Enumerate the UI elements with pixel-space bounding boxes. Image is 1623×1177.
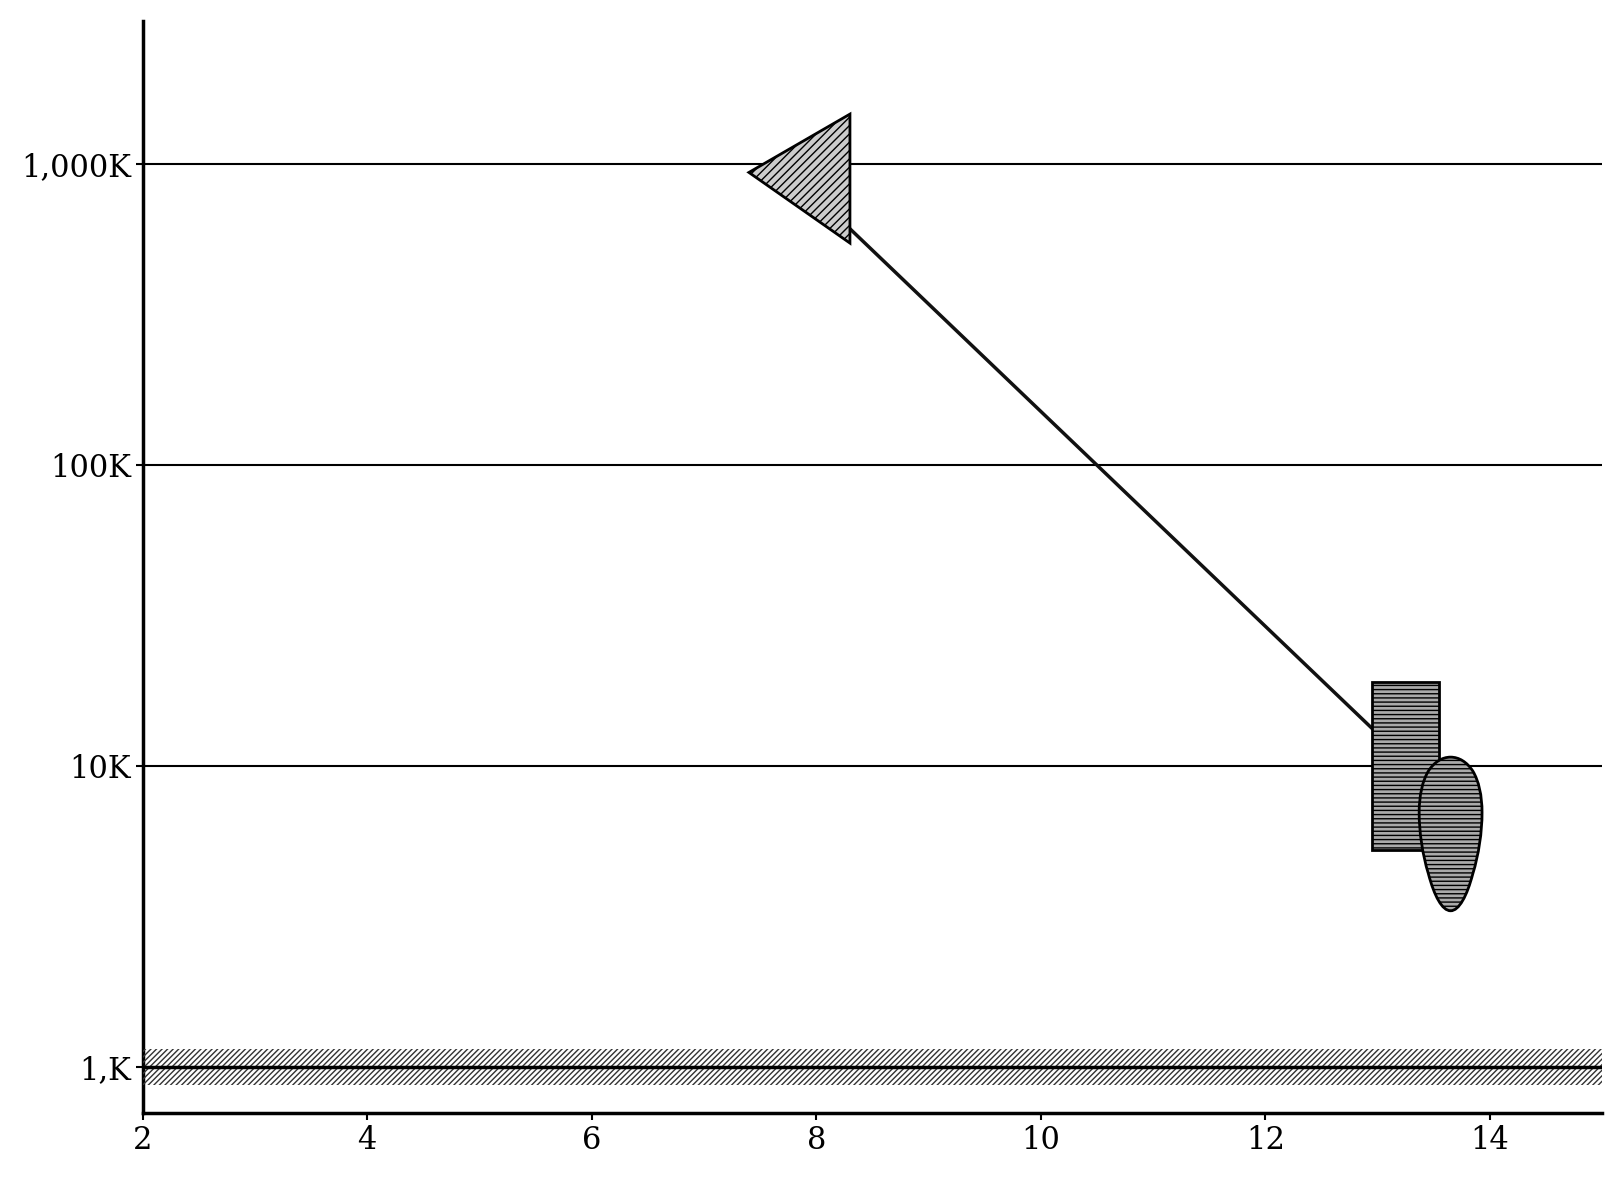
Polygon shape bbox=[748, 114, 850, 244]
FancyBboxPatch shape bbox=[1371, 681, 1440, 850]
Ellipse shape bbox=[1419, 757, 1482, 911]
